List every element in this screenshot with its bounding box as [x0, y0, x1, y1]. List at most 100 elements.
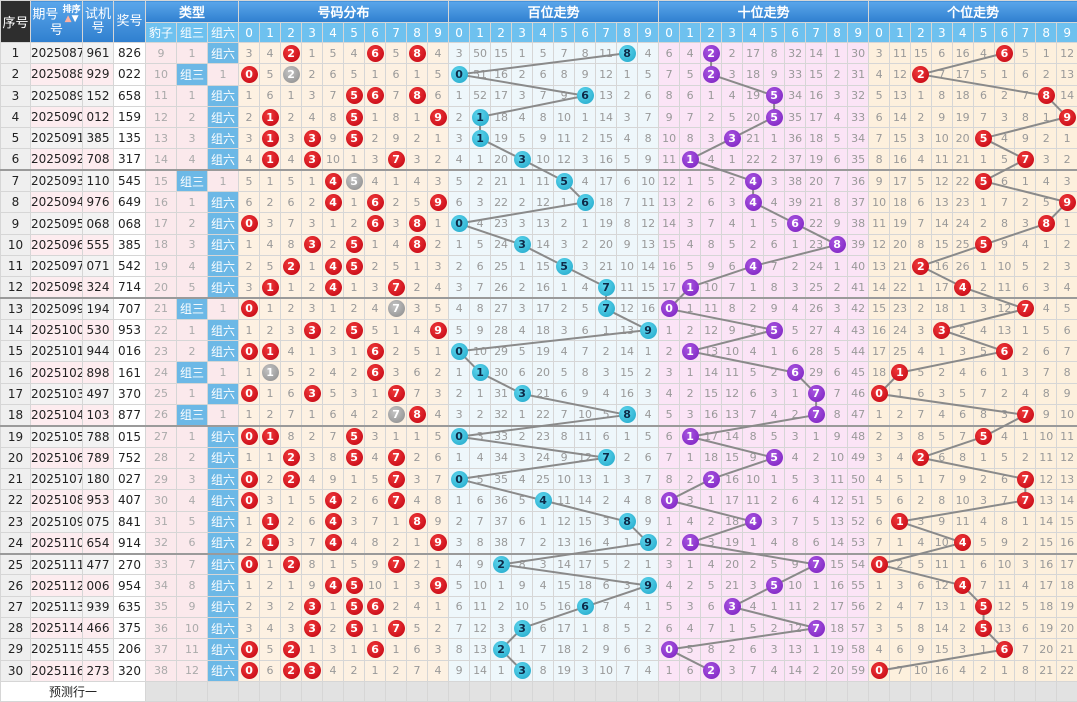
dist-ball: 5 [346, 130, 363, 147]
hundreds-cell: 26 [491, 277, 512, 298]
predict-cell[interactable] [449, 681, 470, 701]
predict-cell[interactable] [1057, 681, 1077, 701]
tens-cell: 1 [743, 213, 764, 234]
dist-cell: 2 [407, 447, 428, 468]
units-cell: 13 [869, 255, 890, 276]
predict-cell[interactable] [177, 681, 208, 701]
predict-cell[interactable] [323, 681, 344, 701]
predict-cell[interactable] [596, 681, 617, 701]
predict-cell[interactable] [407, 681, 428, 701]
hundreds-cell: 1 [638, 341, 659, 362]
hundreds-cell: 9 [638, 532, 659, 553]
predict-cell[interactable] [764, 681, 785, 701]
sort-control[interactable]: 排序▲▼ [63, 6, 81, 24]
tens-cell: 2 [701, 511, 722, 532]
tens-cell: 5 [743, 362, 764, 383]
predict-cell[interactable] [848, 681, 869, 701]
predict-cell[interactable] [806, 681, 827, 701]
predict-cell[interactable] [638, 681, 659, 701]
hundreds-cell: 19 [491, 128, 512, 149]
predict-cell[interactable] [554, 681, 575, 701]
dist-cell: 5 [344, 319, 365, 340]
dist-cell: 4 [281, 341, 302, 362]
predict-cell[interactable] [931, 681, 952, 701]
units-cell: 12 [1036, 468, 1057, 489]
baozi-omission: 9 [146, 43, 177, 64]
predict-cell[interactable] [386, 681, 407, 701]
predict-cell[interactable] [281, 681, 302, 701]
predict-cell[interactable] [827, 681, 848, 701]
hundreds-cell: 3 [512, 447, 533, 468]
units-cell: 19 [890, 213, 911, 234]
dist-ball: 1 [262, 151, 279, 168]
tens-cell: 1 [785, 234, 806, 255]
hundreds-cell: 1 [512, 405, 533, 426]
predict-cell[interactable] [302, 681, 323, 701]
hundreds-ball: 7 [598, 300, 615, 317]
hundreds-cell: 2 [533, 532, 554, 553]
header-period[interactable]: 期号 排序▲▼ 号 [31, 1, 83, 43]
dist-cell: 1 [323, 596, 344, 617]
predict-cell[interactable] [973, 681, 994, 701]
dist-cell: 1 [365, 618, 386, 639]
dist-cell: 3 [302, 596, 323, 617]
dist-cell: 7 [386, 277, 407, 298]
arrow-up-icon[interactable]: ▲ [65, 14, 72, 24]
dist-cell: 0 [239, 383, 260, 404]
predict-cell[interactable] [365, 681, 386, 701]
predict-cell[interactable] [869, 681, 890, 701]
predict-cell[interactable] [575, 681, 596, 701]
tens-cell: 5 [659, 596, 680, 617]
row-period: 2025089 [31, 85, 83, 106]
hundreds-cell: 12 [617, 298, 638, 319]
tens-ball: 4 [745, 194, 762, 211]
dist-ball: 7 [388, 492, 405, 509]
predict-cell[interactable] [344, 681, 365, 701]
predict-cell[interactable] [994, 681, 1015, 701]
tens-cell: 9 [722, 319, 743, 340]
units-cell: 7 [1015, 405, 1036, 426]
header-dist: 号码分布 [239, 1, 449, 23]
predict-cell[interactable] [491, 681, 512, 701]
hundreds-cell: 1 [449, 362, 470, 383]
units-cell: 2 [910, 64, 931, 85]
predict-cell[interactable] [890, 681, 911, 701]
predict-cell[interactable] [785, 681, 806, 701]
row-draw: 161 [114, 362, 146, 383]
dist-cell: 5 [407, 192, 428, 213]
dist-cell: 3 [239, 277, 260, 298]
units-cell: 1 [869, 575, 890, 596]
predict-cell[interactable] [428, 681, 449, 701]
hundreds-cell: 3 [512, 234, 533, 255]
predict-cell[interactable] [1036, 681, 1057, 701]
predict-cell[interactable] [1015, 681, 1036, 701]
tens-cell: 3 [743, 575, 764, 596]
predict-cell[interactable] [470, 681, 491, 701]
predict-cell[interactable] [743, 681, 764, 701]
predict-cell[interactable] [533, 681, 554, 701]
predict-cell[interactable] [617, 681, 638, 701]
predict-cell[interactable] [680, 681, 701, 701]
predict-cell[interactable] [910, 681, 931, 701]
dist-cell: 1 [344, 192, 365, 213]
units-cell: 4 [973, 319, 994, 340]
dist-cell: 4 [323, 362, 344, 383]
units-cell: 7 [973, 383, 994, 404]
predict-cell[interactable] [722, 681, 743, 701]
predict-cell[interactable] [146, 681, 177, 701]
units-cell: 8 [1036, 85, 1057, 106]
dist-cell: 5 [344, 426, 365, 447]
units-cell: 25 [952, 234, 973, 255]
predict-cell[interactable] [260, 681, 281, 701]
predict-cell[interactable] [659, 681, 680, 701]
hundreds-ball: 3 [514, 151, 531, 168]
predict-cell[interactable] [239, 681, 260, 701]
tens-cell: 2 [722, 170, 743, 191]
predict-cell[interactable] [952, 681, 973, 701]
predict-cell[interactable] [512, 681, 533, 701]
units-cell: 16 [1036, 554, 1057, 575]
units-cell: 18 [931, 298, 952, 319]
predict-cell[interactable] [208, 681, 239, 701]
predict-cell[interactable] [701, 681, 722, 701]
arrow-down-icon[interactable]: ▼ [72, 14, 79, 24]
